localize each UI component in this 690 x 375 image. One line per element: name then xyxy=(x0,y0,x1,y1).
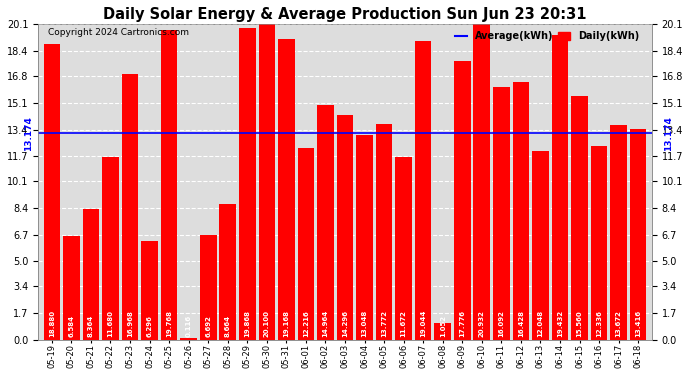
Text: 14.296: 14.296 xyxy=(342,310,348,337)
Text: 19.768: 19.768 xyxy=(166,310,172,337)
Bar xyxy=(435,323,451,340)
Text: 8.664: 8.664 xyxy=(225,315,230,337)
Text: 11.680: 11.680 xyxy=(108,310,113,337)
Bar xyxy=(356,135,373,340)
Bar xyxy=(513,82,529,340)
Bar xyxy=(297,148,314,340)
Text: 11.672: 11.672 xyxy=(401,310,406,337)
Bar xyxy=(337,116,353,340)
Bar xyxy=(395,157,412,340)
Bar xyxy=(473,12,490,340)
Text: 19.044: 19.044 xyxy=(420,310,426,337)
Text: 13.772: 13.772 xyxy=(381,310,387,337)
Text: 6.584: 6.584 xyxy=(68,315,75,337)
Text: 12.048: 12.048 xyxy=(538,310,544,337)
Bar xyxy=(415,41,431,340)
Text: 19.868: 19.868 xyxy=(244,310,250,337)
Bar xyxy=(102,156,119,340)
Text: 18.880: 18.880 xyxy=(49,310,55,337)
Text: 8.364: 8.364 xyxy=(88,315,94,337)
Bar xyxy=(317,105,334,340)
Bar xyxy=(454,61,471,340)
Bar xyxy=(630,129,647,340)
Text: 17.776: 17.776 xyxy=(460,310,465,337)
Text: 6.296: 6.296 xyxy=(146,315,152,337)
Bar xyxy=(239,28,255,340)
Bar xyxy=(219,204,236,340)
Bar xyxy=(121,74,138,340)
Bar xyxy=(376,124,393,340)
Text: 16.428: 16.428 xyxy=(518,310,524,337)
Text: 16.092: 16.092 xyxy=(498,310,504,337)
Bar xyxy=(141,241,158,340)
Text: 20.100: 20.100 xyxy=(264,310,270,337)
Text: 12.216: 12.216 xyxy=(303,310,309,337)
Bar xyxy=(591,146,607,340)
Text: 20.932: 20.932 xyxy=(479,310,485,337)
Bar xyxy=(259,24,275,340)
Text: 13.416: 13.416 xyxy=(635,310,641,337)
Bar xyxy=(180,338,197,340)
Bar xyxy=(571,96,588,340)
Bar xyxy=(610,125,627,340)
Bar xyxy=(200,235,217,340)
Bar xyxy=(278,39,295,340)
Bar xyxy=(161,30,177,340)
Text: Copyright 2024 Cartronics.com: Copyright 2024 Cartronics.com xyxy=(48,28,189,37)
Text: 19.168: 19.168 xyxy=(284,310,289,337)
Bar xyxy=(532,151,549,340)
Bar xyxy=(83,209,99,340)
Bar xyxy=(63,236,80,340)
Text: 19.432: 19.432 xyxy=(557,310,563,337)
Text: 12.336: 12.336 xyxy=(596,310,602,337)
Text: 15.560: 15.560 xyxy=(577,310,582,337)
Text: 16.968: 16.968 xyxy=(127,310,133,337)
Text: 13.672: 13.672 xyxy=(615,310,622,337)
Legend: Average(kWh), Daily(kWh): Average(kWh), Daily(kWh) xyxy=(453,29,641,43)
Bar xyxy=(43,44,60,340)
Bar xyxy=(552,35,569,340)
Bar xyxy=(493,87,510,340)
Text: 13.174: 13.174 xyxy=(664,116,673,150)
Text: 14.964: 14.964 xyxy=(322,310,328,337)
Title: Daily Solar Energy & Average Production Sun Jun 23 20:31: Daily Solar Energy & Average Production … xyxy=(104,7,586,22)
Text: 13.174: 13.174 xyxy=(24,116,33,150)
Text: 1.052: 1.052 xyxy=(440,315,446,337)
Text: 0.116: 0.116 xyxy=(186,315,192,337)
Text: 6.692: 6.692 xyxy=(205,315,211,337)
Text: 13.048: 13.048 xyxy=(362,310,368,337)
